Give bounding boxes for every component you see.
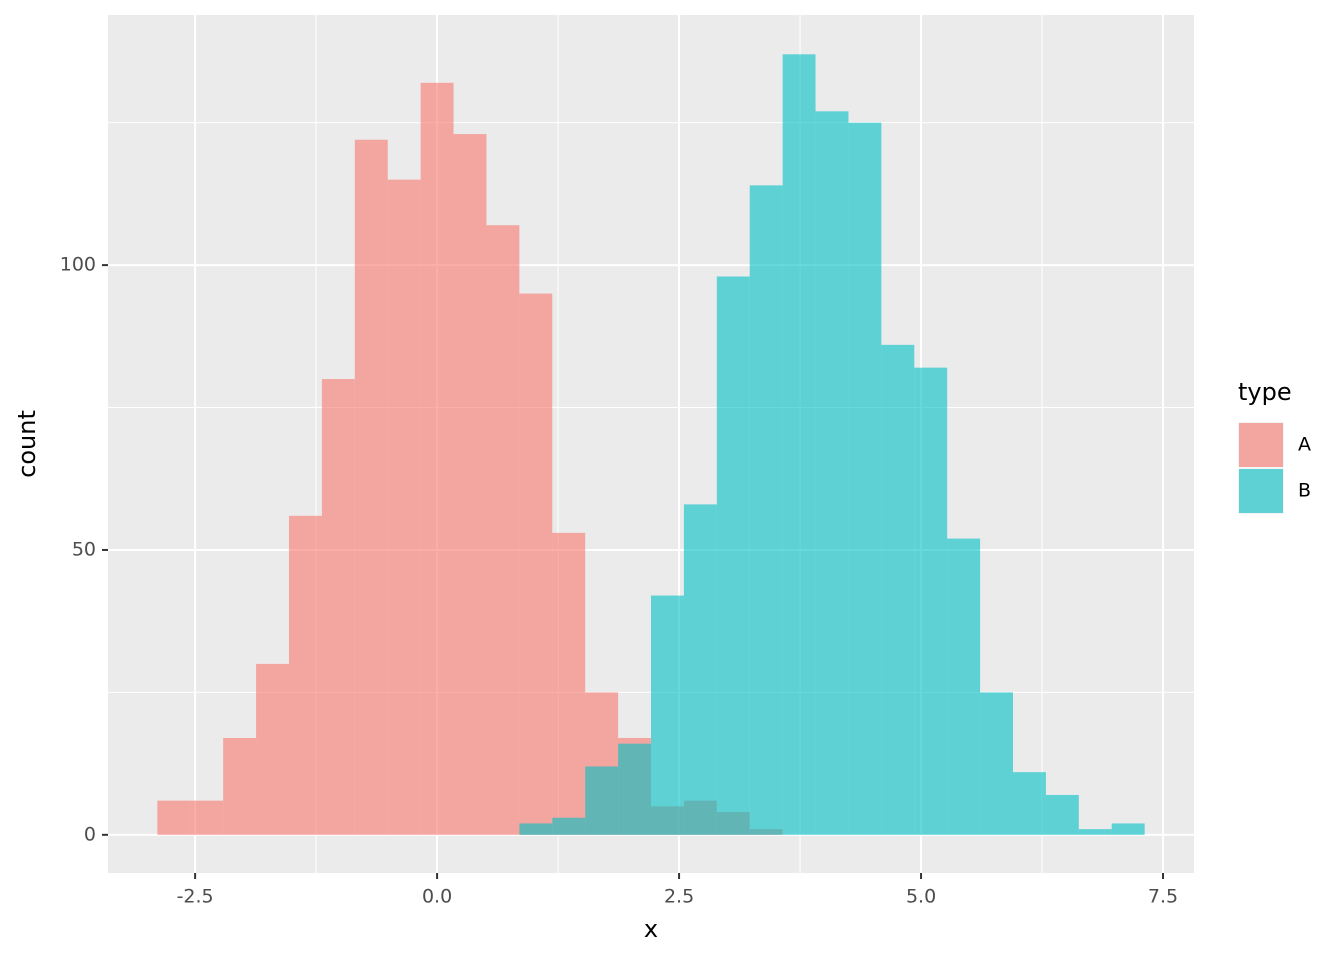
histogram-bar xyxy=(1078,829,1112,835)
legend-swatch xyxy=(1239,469,1283,513)
histogram-bar xyxy=(453,134,487,835)
histogram-bar xyxy=(947,538,981,835)
x-tick-label: 0.0 xyxy=(422,886,452,908)
histogram-bar xyxy=(552,817,586,835)
histogram-bar xyxy=(716,276,750,835)
x-tick-label: -2.5 xyxy=(177,886,214,908)
histogram-bar xyxy=(354,139,388,835)
y-axis-title: count xyxy=(13,410,41,478)
histogram-bar xyxy=(289,515,322,835)
histogram-bar xyxy=(980,692,1013,835)
histogram-bar xyxy=(618,743,651,835)
histogram-bar xyxy=(1013,772,1046,835)
histogram-bar xyxy=(519,293,553,835)
histogram-bar xyxy=(552,532,586,835)
histogram-bar xyxy=(321,379,355,835)
histogram-bar xyxy=(256,663,289,835)
x-tick-label: 7.5 xyxy=(1148,886,1178,908)
histogram-bar xyxy=(420,82,454,835)
histogram-bar xyxy=(914,367,948,835)
histogram-bar xyxy=(651,595,684,835)
histogram-bar xyxy=(585,766,619,835)
legend-swatch xyxy=(1239,423,1283,467)
histogram-bar xyxy=(1045,794,1079,835)
histogram-bar xyxy=(881,344,915,835)
legend-label: B xyxy=(1298,480,1311,502)
histogram-bar xyxy=(848,122,882,835)
histogram-bar xyxy=(157,800,191,835)
legend-title: type xyxy=(1238,378,1292,406)
histogram-bar xyxy=(387,179,421,835)
histogram-bar xyxy=(782,54,816,835)
y-tick-label: 100 xyxy=(60,254,96,276)
x-tick-label: 5.0 xyxy=(906,886,936,908)
histogram-bar xyxy=(223,737,257,835)
histogram-bar xyxy=(1111,823,1145,835)
histogram-bar xyxy=(190,800,224,835)
x-axis-title: x xyxy=(644,915,658,943)
legend-label: A xyxy=(1298,434,1311,456)
histogram-bar xyxy=(486,225,520,835)
x-tick-label: 2.5 xyxy=(664,886,694,908)
y-tick-label: 50 xyxy=(72,538,96,560)
histogram-bar xyxy=(749,185,783,835)
histogram-bar xyxy=(519,823,553,835)
y-tick-label: 0 xyxy=(84,823,96,845)
histogram-bar xyxy=(815,111,849,835)
histogram-bar xyxy=(683,504,717,835)
